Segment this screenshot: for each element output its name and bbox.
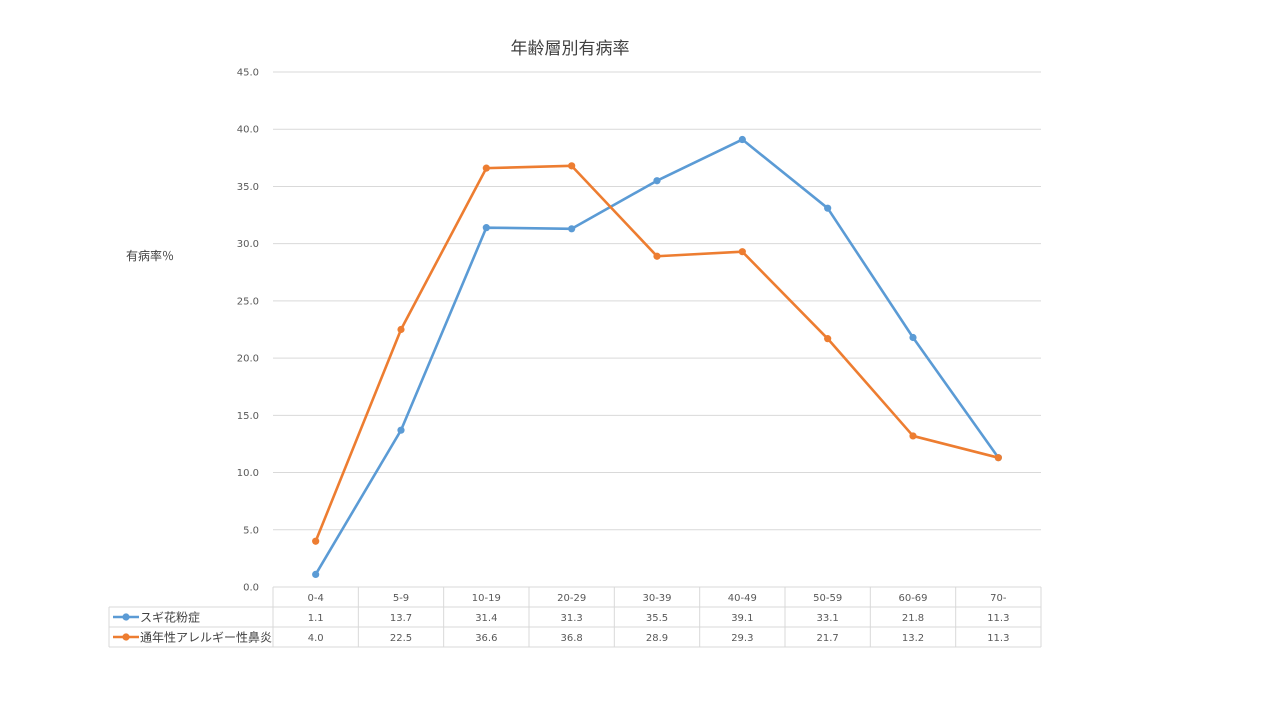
x-category-label: 20-29: [557, 593, 586, 604]
table-value-cell: 21.8: [902, 613, 924, 624]
series-line-1: [314, 138, 1000, 576]
table-value-cell: 22.5: [390, 633, 412, 644]
y-tick-label: 15.0: [237, 411, 259, 422]
series-2-point: [909, 432, 917, 440]
x-category-label: 5-9: [393, 593, 409, 604]
table-value-cell: 11.3: [987, 633, 1009, 644]
table-value-cell: 31.4: [475, 613, 497, 624]
series-1-point: [482, 224, 490, 232]
table-value-cell: 13.7: [390, 613, 412, 624]
table-value-cell: 13.2: [902, 633, 924, 644]
table-value-cell: 1.1: [308, 613, 324, 624]
table-value-cell: 33.1: [817, 613, 839, 624]
series-2-point: [653, 252, 661, 260]
x-category-label: 60-69: [898, 593, 927, 604]
table-value-cell: 36.6: [475, 633, 497, 644]
y-tick-label: 30.0: [237, 239, 259, 250]
table-value-cell: 29.3: [731, 633, 753, 644]
series-1-point: [568, 225, 576, 233]
series-2-point: [482, 164, 490, 172]
y-tick-label: 45.0: [237, 68, 259, 79]
x-category-label: 50-59: [813, 593, 842, 604]
series-2-point: [824, 335, 832, 343]
table-value-cell: 11.3: [987, 613, 1009, 624]
legend-key-marker: [122, 613, 130, 621]
chart-title: 年齢層別有病率: [510, 39, 630, 59]
series-2-point: [312, 537, 320, 545]
series-name-1: スギ花粉症: [140, 610, 200, 625]
table-value-cell: 28.9: [646, 633, 668, 644]
y-axis-label: 有病率％: [126, 249, 175, 263]
legend-key-marker: [122, 633, 130, 641]
series-2-point: [568, 162, 576, 170]
series-1-point: [738, 135, 746, 144]
series-2-point: [994, 454, 1002, 462]
y-tick-label: 5.0: [243, 525, 259, 536]
series-2-point: [397, 325, 405, 334]
table-value-cell: 4.0: [308, 633, 324, 644]
series-1-point: [312, 570, 320, 579]
table-value-cell: 36.8: [561, 633, 583, 644]
table-value-cell: 21.7: [817, 633, 839, 644]
y-tick-label: 35.0: [237, 182, 259, 193]
series-name-2: 通年性アレルギー性鼻炎: [140, 630, 272, 645]
series-1-point: [397, 426, 405, 434]
y-tick-label: 10.0: [237, 468, 259, 479]
table-value-cell: 39.1: [731, 613, 753, 624]
x-category-label: 10-19: [472, 593, 501, 604]
series-2-point: [738, 248, 746, 256]
series-1-point: [653, 177, 661, 185]
series-line-2: [314, 164, 1000, 543]
table-value-cell: 35.5: [646, 613, 668, 624]
y-tick-label: 0.0: [243, 583, 259, 594]
y-tick-label: 20.0: [237, 354, 259, 365]
x-category-label: 0-4: [307, 593, 323, 604]
series-1-point: [909, 333, 917, 342]
series-1-point: [824, 204, 832, 212]
table-value-cell: 31.3: [561, 613, 583, 624]
x-category-label: 70-: [990, 593, 1007, 604]
y-tick-label: 40.0: [237, 125, 259, 136]
x-category-label: 30-39: [642, 593, 671, 604]
x-category-label: 40-49: [728, 593, 757, 604]
y-tick-label: 25.0: [237, 296, 259, 307]
